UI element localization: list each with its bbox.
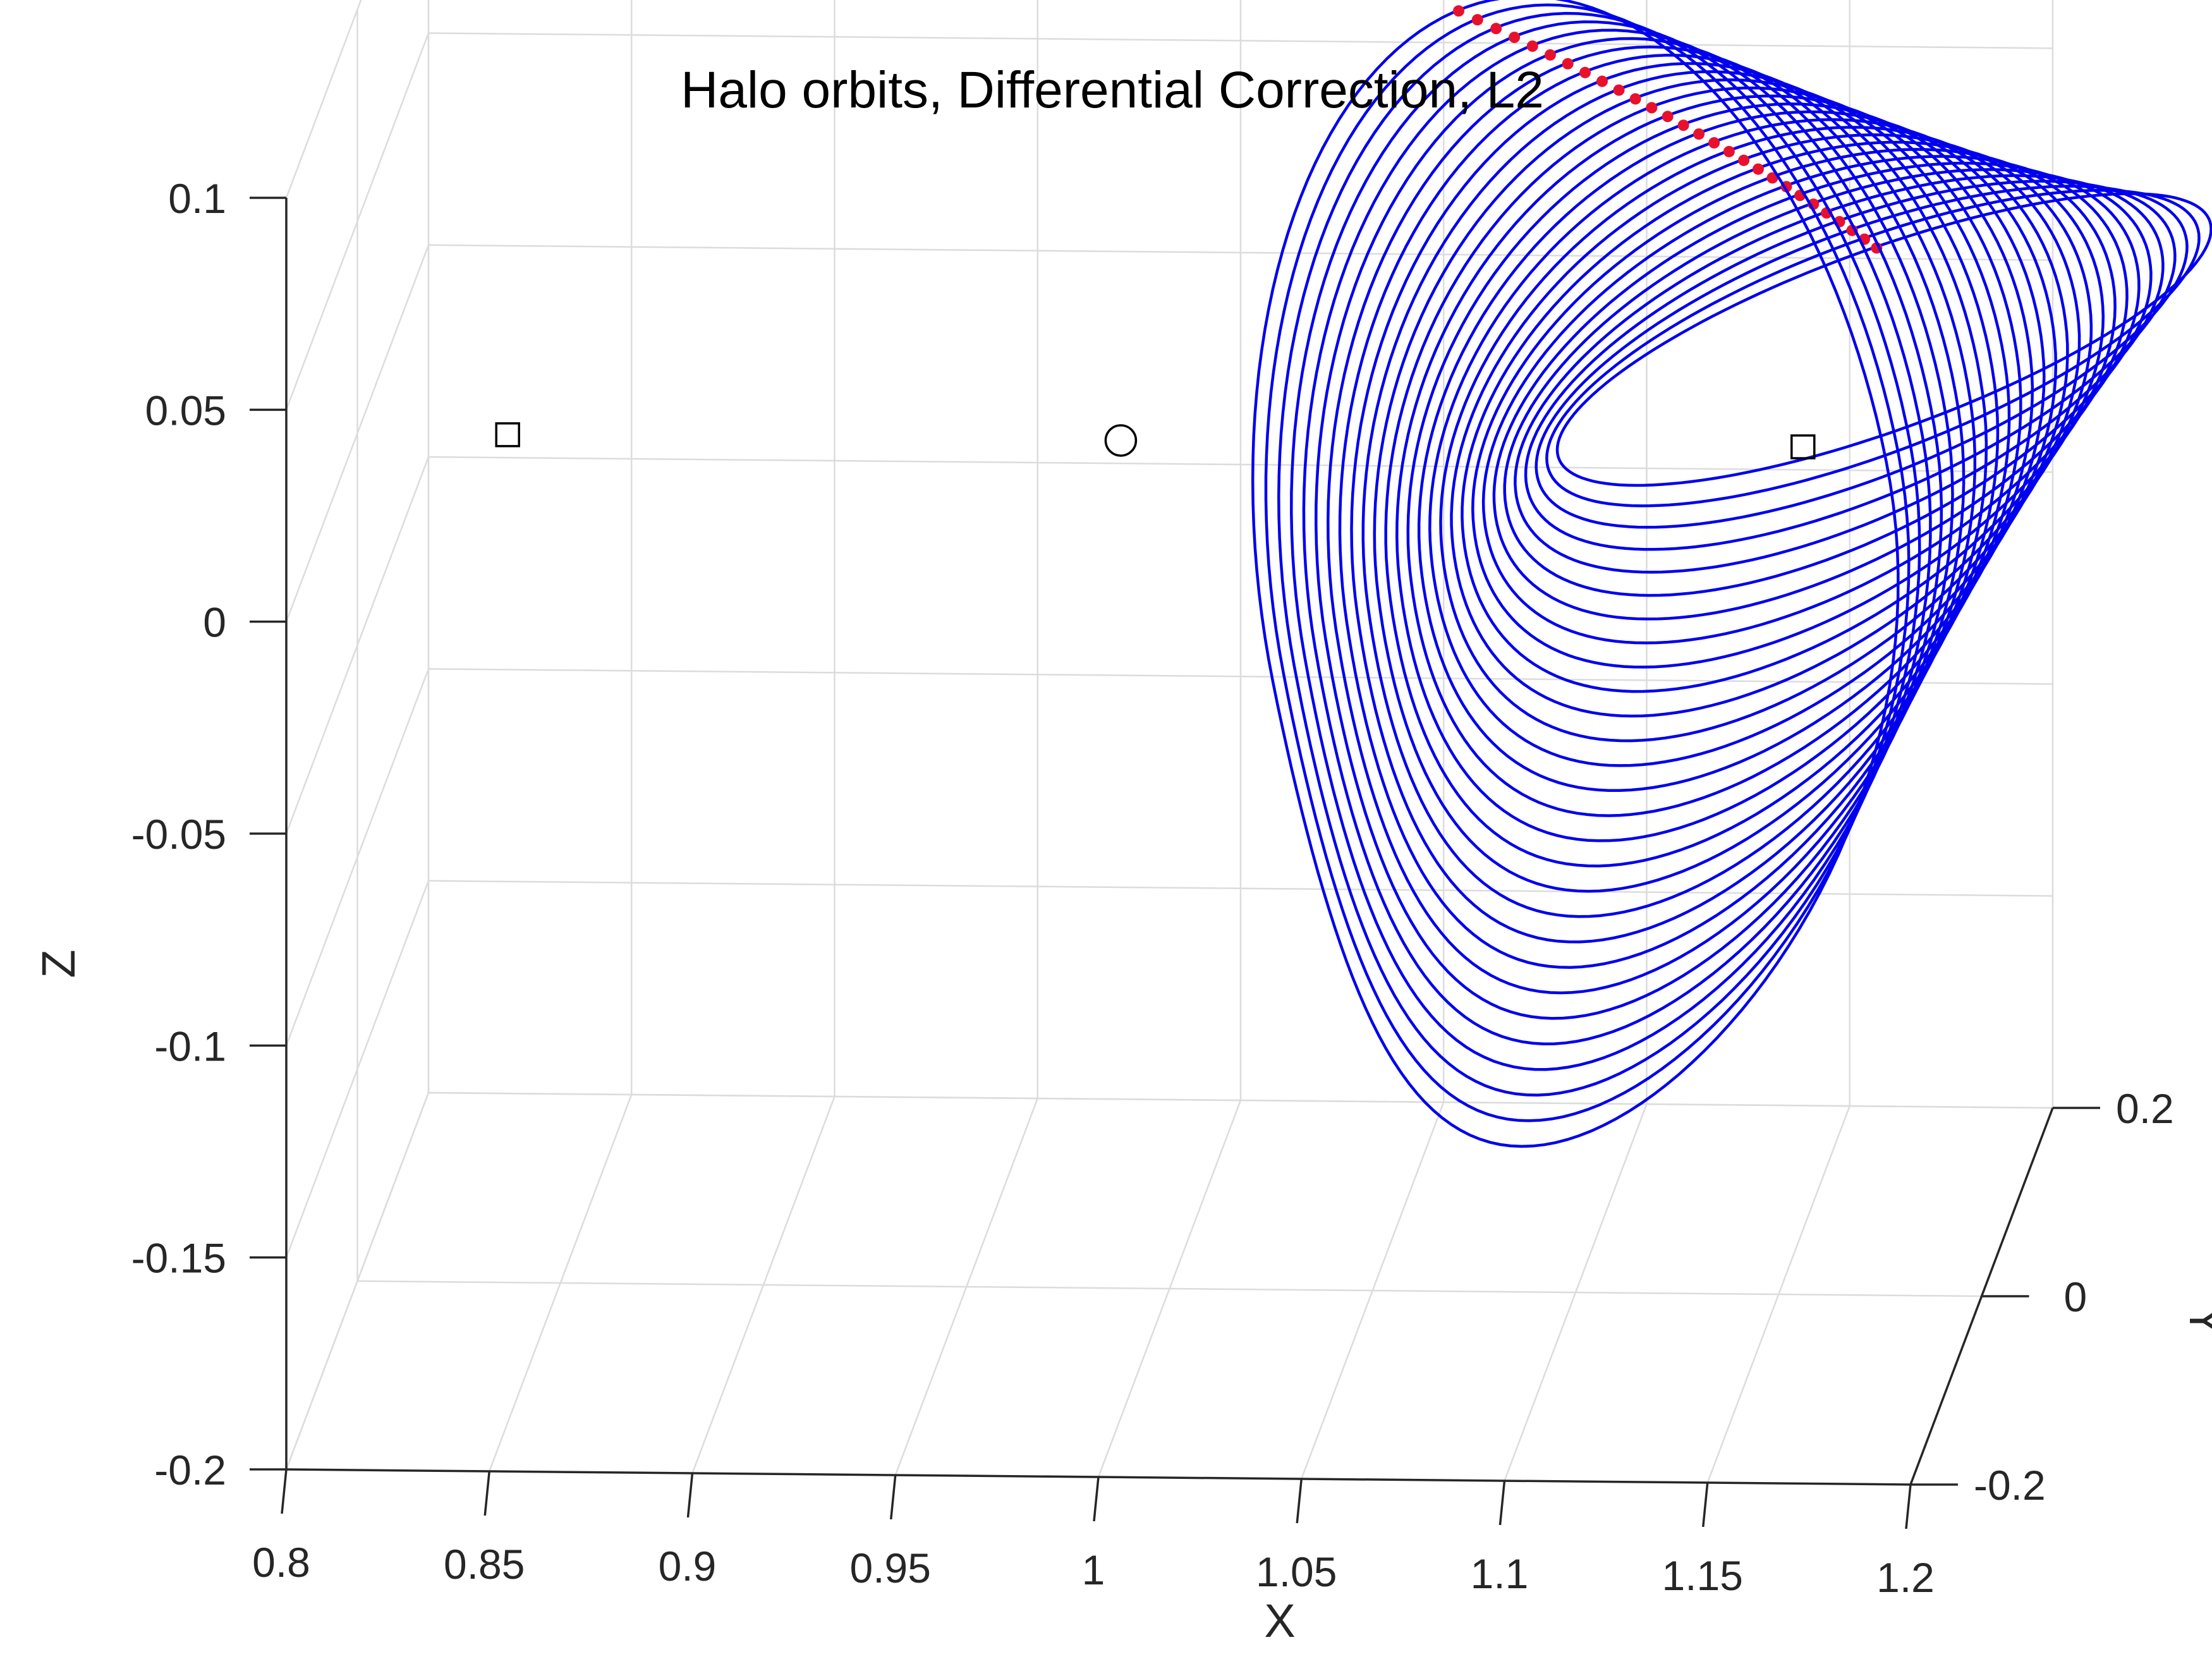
chart-title: Halo orbits, Differential Correction, L2	[681, 61, 1544, 119]
orbit-start-point	[1766, 172, 1778, 184]
grid-layer	[285, 0, 2054, 1486]
orbit-start-point	[1738, 154, 1750, 166]
halo-orbit	[1534, 185, 2189, 529]
orbit-start-point	[1708, 137, 1720, 149]
orbit-start-point	[1579, 66, 1591, 78]
orbit-start-point	[1723, 145, 1735, 157]
orbit-start-point	[1490, 23, 1502, 35]
z-tick-label: -0.15	[131, 1235, 226, 1282]
halo-orbit	[1361, 70, 2000, 918]
halo-orbit	[1264, 3, 1911, 1122]
z-tick-label: 0.05	[145, 387, 226, 434]
x-tick	[1905, 1484, 1912, 1529]
x-tick	[483, 1471, 490, 1516]
halo-orbit	[1302, 28, 1943, 1045]
x-tick	[1296, 1478, 1303, 1524]
halo-orbit	[1338, 54, 1977, 969]
halo-orbit	[1277, 11, 1921, 1097]
orbit-start-point	[1629, 93, 1641, 105]
grid-line-z-back	[428, 32, 2053, 49]
x-tick-label: 1	[1082, 1547, 1105, 1593]
x-axis-label: X	[1264, 1595, 1295, 1647]
halo-orbit	[1450, 133, 2093, 718]
x-tick-label: 1.2	[1876, 1554, 1935, 1601]
orbit-start-point	[1471, 14, 1483, 26]
primary-body-marker	[1104, 424, 1138, 457]
halo-orbit	[1290, 20, 1932, 1071]
orbit-start-point	[1662, 111, 1674, 123]
halo-orbit	[1503, 168, 2153, 597]
x-tick-label: 1.1	[1471, 1550, 1529, 1597]
z-tick-label: -0.05	[131, 811, 226, 858]
z-tick-label: -0.2	[154, 1447, 226, 1493]
halo-orbit	[1492, 161, 2141, 621]
orbit-start-point	[1526, 40, 1538, 52]
orbit-start-point	[1596, 75, 1608, 87]
orbit-start-point	[1646, 102, 1658, 114]
axes-layer	[250, 197, 2100, 1529]
orbit-start-point	[1452, 5, 1464, 17]
x-tick	[1498, 1480, 1506, 1526]
halo-orbit	[1417, 110, 2058, 793]
x-tick	[1702, 1482, 1709, 1528]
z-tick-label: -0.1	[154, 1023, 226, 1069]
x-tick	[281, 1469, 288, 1514]
halo-orbit	[1555, 192, 2212, 487]
orbit-start-point	[1613, 84, 1625, 96]
z-tick-label: 0.1	[168, 175, 226, 222]
x-tick-label: 0.95	[850, 1545, 931, 1591]
halo-orbit	[1524, 179, 2177, 551]
x-tick-label: 0.85	[444, 1541, 525, 1588]
halo-orbit	[1545, 188, 2201, 507]
y-axis-label: Y	[2180, 1305, 2212, 1336]
halo-orbit	[1428, 118, 2069, 767]
lagrange-point-marker	[495, 422, 520, 447]
halo-orbit	[1350, 62, 1988, 944]
x-tick-label: 1.15	[1662, 1552, 1743, 1599]
z-axis-label: Z	[32, 949, 85, 978]
grid-line-y-floor	[357, 1280, 1982, 1297]
orbit-start-point	[1509, 32, 1521, 44]
halo-orbit	[1514, 174, 2165, 574]
orbit-start-point	[1752, 163, 1764, 175]
y-tick-label: 0	[2064, 1273, 2087, 1320]
y-tick-label: -0.2	[1974, 1462, 2046, 1509]
orbit-start-point	[1544, 49, 1556, 61]
x-tick	[686, 1473, 694, 1518]
halo-orbit	[1373, 78, 2011, 893]
halo-orbit	[1315, 37, 1954, 1020]
halo-orbit	[1471, 148, 2117, 669]
orbit-layer	[1251, 0, 2212, 1148]
y-tick-label: 0.2	[2116, 1085, 2174, 1132]
grid-line-z-back	[428, 456, 2053, 473]
halo-orbit	[1384, 86, 2022, 868]
halo-orbit	[1395, 94, 2034, 842]
orbit-start-point	[1562, 58, 1574, 70]
x-tick	[1093, 1476, 1100, 1522]
x-tick-label: 1.05	[1256, 1548, 1337, 1595]
z-tick-label: 0	[203, 599, 226, 646]
orbit-start-point	[1693, 128, 1705, 140]
label-layer: 0.8 0.85 0.9 0.95 1 1.05 1.1 1.15 1.2 -0.2 0 0.2 0.1…	[131, 175, 2174, 1601]
marker-layer	[495, 422, 1816, 459]
x-tick-label: 0.8	[252, 1539, 310, 1586]
lagrange-point-marker	[1790, 434, 1816, 459]
halo-orbit	[1461, 140, 2105, 693]
halo-orbit	[1481, 155, 2129, 645]
x-tick	[890, 1474, 897, 1520]
grid-line-y-floor	[428, 1091, 2053, 1109]
orbit-start-point	[1677, 119, 1689, 131]
halo-orbit	[1406, 102, 2046, 817]
halo-orbit	[1251, 0, 1900, 1148]
halo-orbit	[1439, 126, 2081, 743]
halo-orbit	[1327, 45, 1966, 995]
x-tick-label: 0.9	[659, 1543, 717, 1589]
